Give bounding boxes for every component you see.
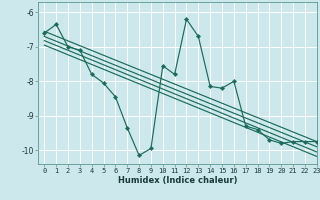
X-axis label: Humidex (Indice chaleur): Humidex (Indice chaleur) xyxy=(118,176,237,185)
